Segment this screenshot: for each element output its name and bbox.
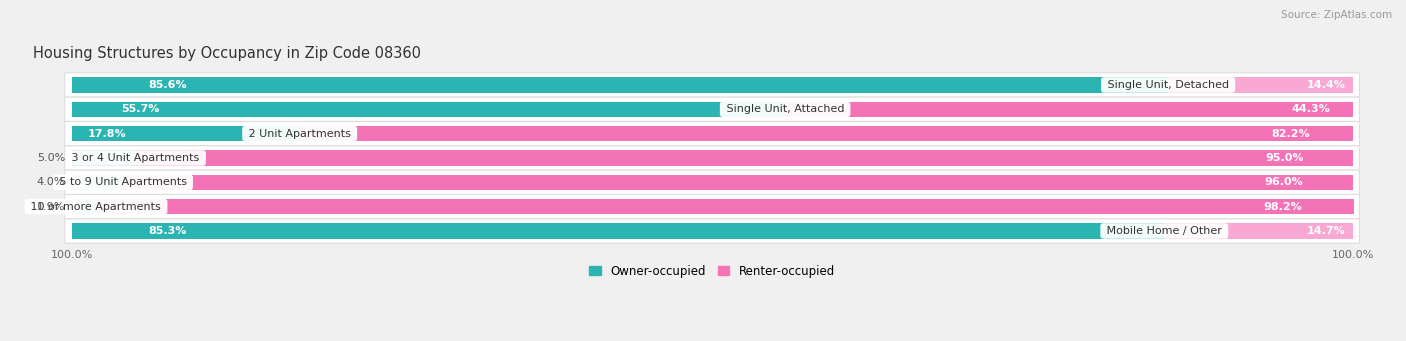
Bar [72, 175, 122, 190]
Text: Source: ZipAtlas.com: Source: ZipAtlas.com [1281, 10, 1392, 20]
Text: 85.6%: 85.6% [149, 80, 187, 90]
Text: 5 to 9 Unit Apartments: 5 to 9 Unit Apartments [56, 177, 190, 187]
Text: 2 Unit Apartments: 2 Unit Apartments [245, 129, 354, 139]
Text: 14.4%: 14.4% [1306, 80, 1346, 90]
Text: 14.7%: 14.7% [1306, 226, 1346, 236]
Bar [96, 199, 1354, 214]
Bar [299, 126, 1353, 141]
FancyBboxPatch shape [65, 219, 1360, 243]
Bar [1168, 77, 1353, 92]
Bar [72, 126, 299, 141]
Bar [1164, 223, 1353, 238]
Bar [72, 77, 1168, 92]
Text: 98.2%: 98.2% [1264, 202, 1302, 212]
Bar [72, 199, 96, 214]
FancyBboxPatch shape [65, 170, 1360, 194]
FancyBboxPatch shape [65, 121, 1360, 146]
Text: 44.3%: 44.3% [1291, 104, 1330, 114]
Bar [72, 102, 785, 117]
Text: 95.0%: 95.0% [1265, 153, 1303, 163]
Text: 3 or 4 Unit Apartments: 3 or 4 Unit Apartments [69, 153, 202, 163]
Text: Housing Structures by Occupancy in Zip Code 08360: Housing Structures by Occupancy in Zip C… [34, 46, 422, 61]
Bar [122, 175, 1353, 190]
Legend: Owner-occupied, Renter-occupied: Owner-occupied, Renter-occupied [585, 260, 839, 282]
Text: 4.0%: 4.0% [37, 177, 65, 187]
Text: 82.2%: 82.2% [1272, 129, 1310, 139]
FancyBboxPatch shape [65, 194, 1360, 219]
Text: 1.9%: 1.9% [37, 202, 65, 212]
FancyBboxPatch shape [65, 97, 1360, 121]
Text: Single Unit, Attached: Single Unit, Attached [723, 104, 848, 114]
FancyBboxPatch shape [65, 146, 1360, 170]
Bar [136, 150, 1353, 165]
FancyBboxPatch shape [65, 73, 1360, 97]
Text: Single Unit, Detached: Single Unit, Detached [1104, 80, 1233, 90]
Text: 96.0%: 96.0% [1264, 177, 1303, 187]
Text: 10 or more Apartments: 10 or more Apartments [27, 202, 165, 212]
Bar [785, 102, 1353, 117]
Text: 17.8%: 17.8% [87, 129, 127, 139]
Text: 5.0%: 5.0% [37, 153, 65, 163]
Text: 55.7%: 55.7% [122, 104, 160, 114]
Text: Mobile Home / Other: Mobile Home / Other [1104, 226, 1226, 236]
Text: 85.3%: 85.3% [148, 226, 187, 236]
Bar [72, 150, 136, 165]
Bar [72, 223, 1164, 238]
